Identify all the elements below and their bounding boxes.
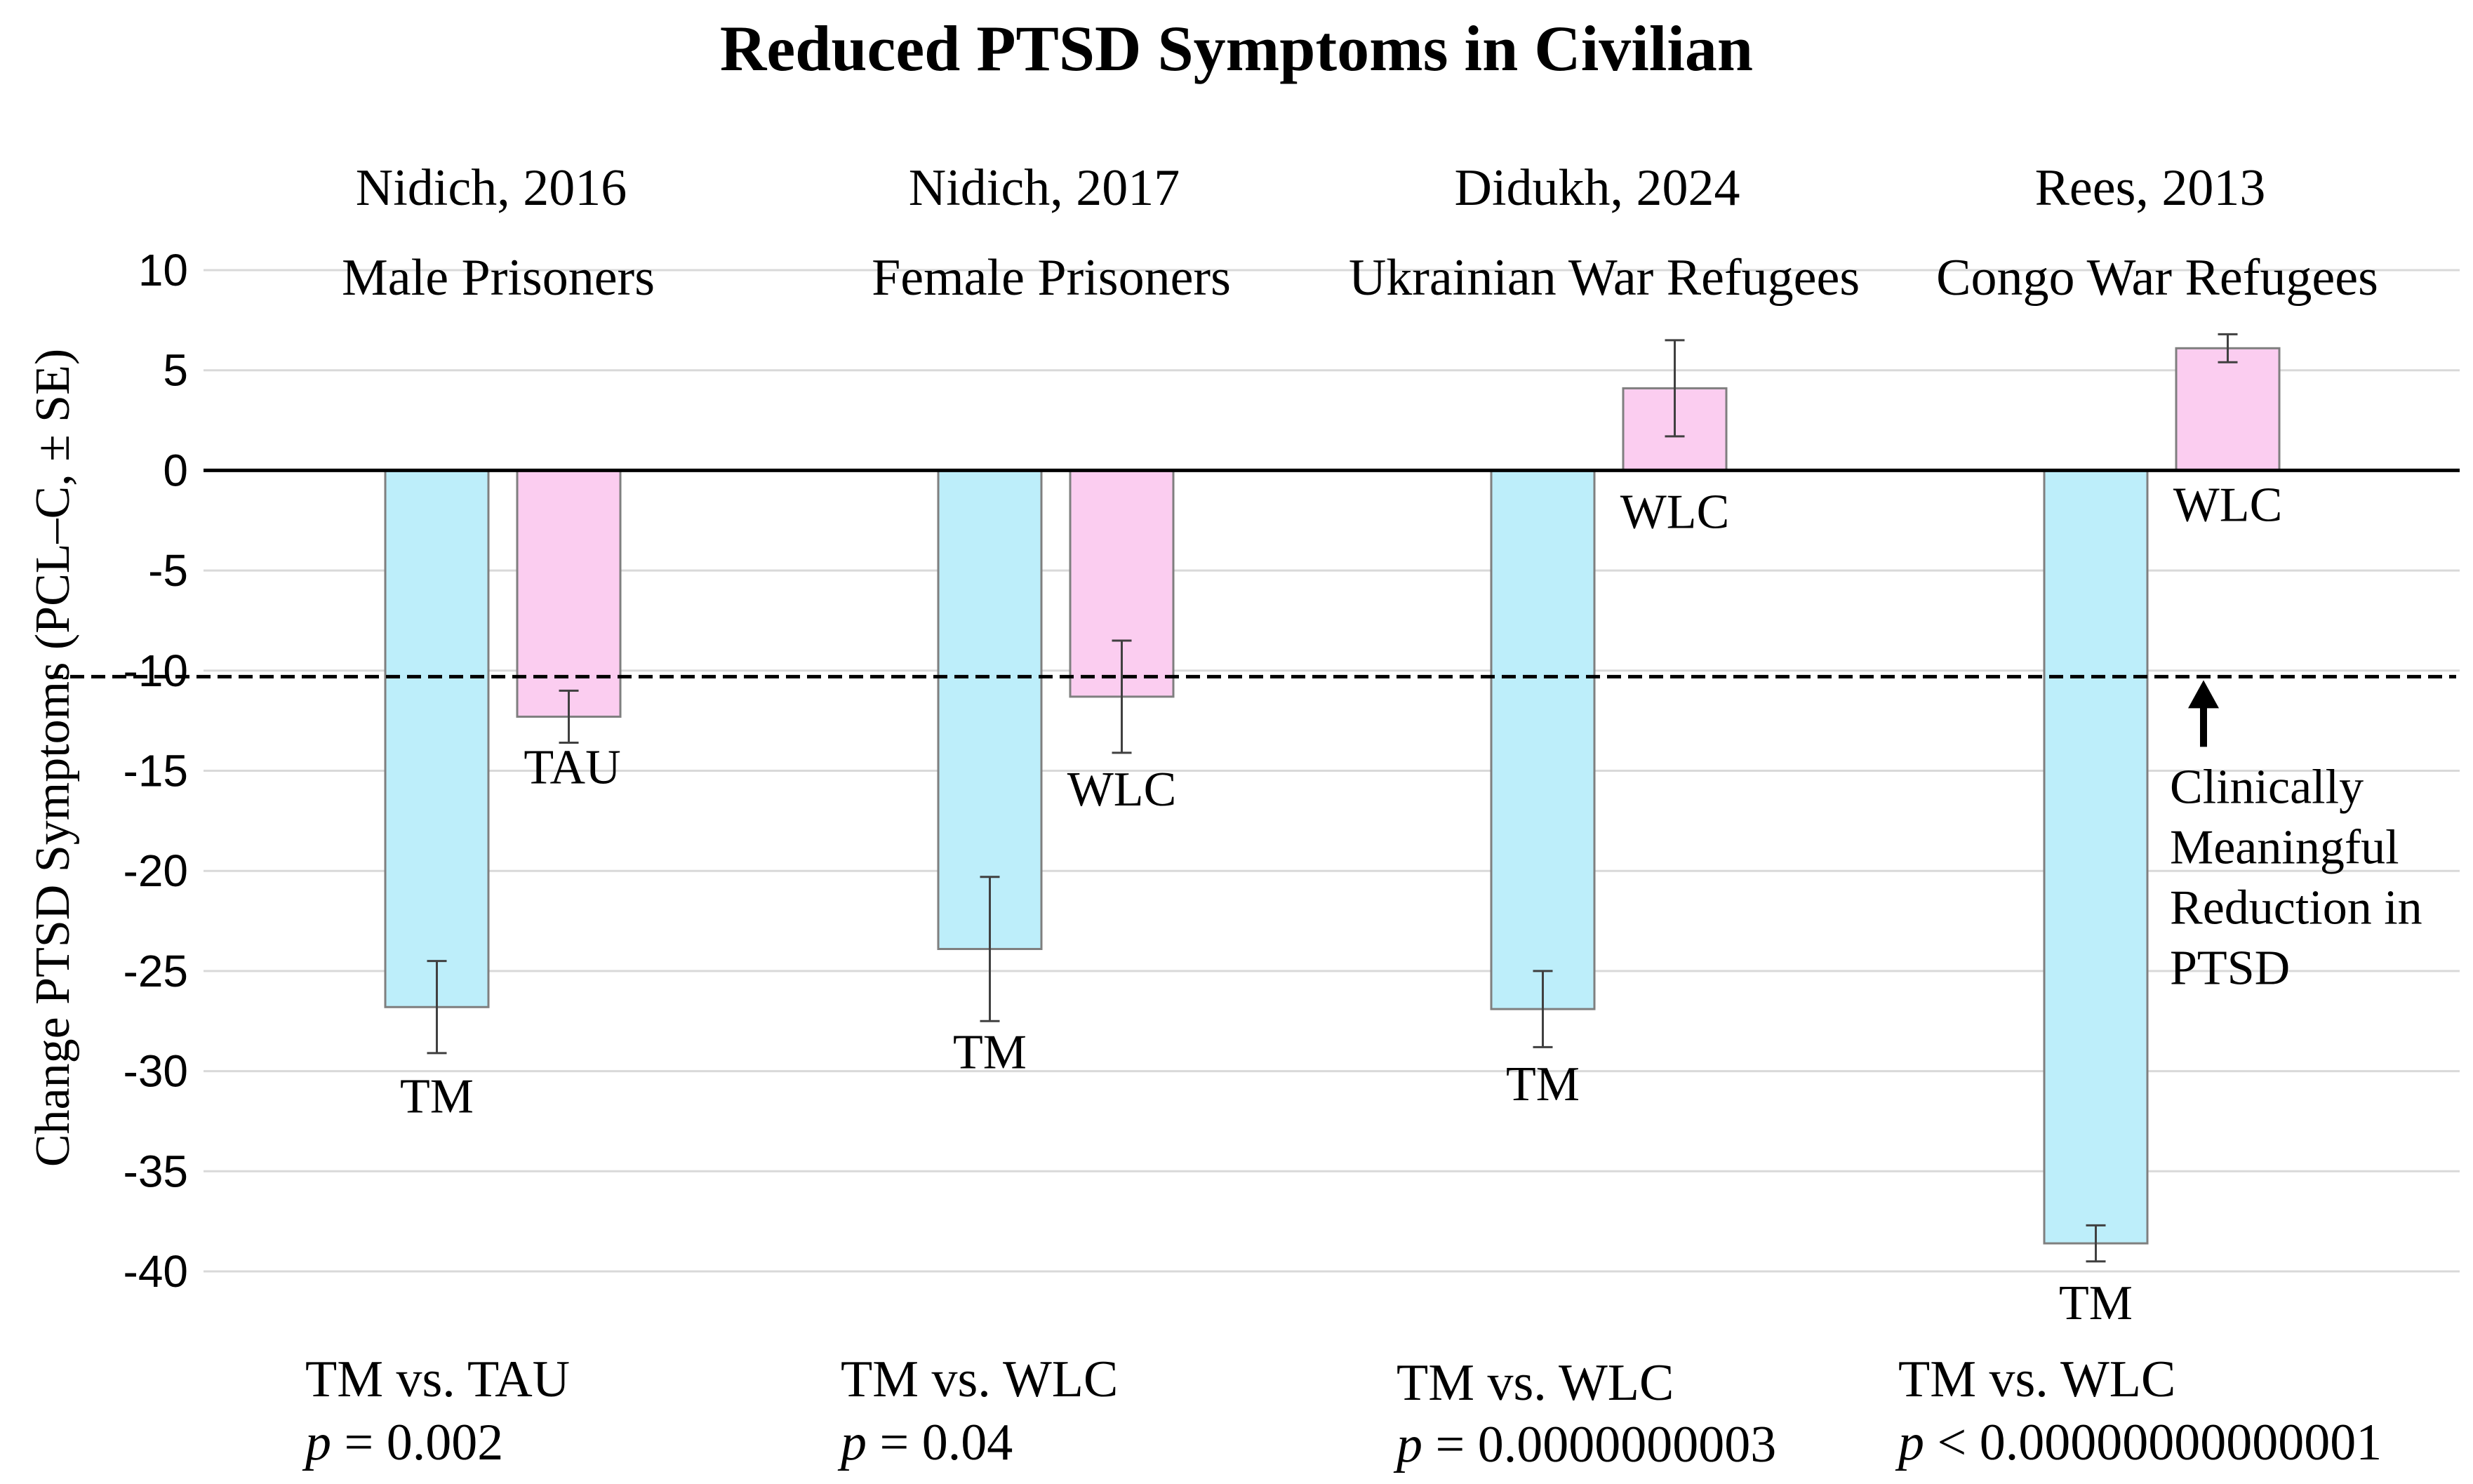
chart-title: Reduced PTSD Symptoms in Civilian (720, 13, 1753, 84)
y-tick-label: 5 (163, 345, 188, 396)
bar-label-control: WLC (2173, 478, 2283, 532)
bar-tm (1490, 469, 1596, 1010)
p-value: p < 0.00000000000001 (1895, 1414, 2382, 1471)
labels: Nidich, 2016 Male Prisoners TM TAU TM vs. TA… (302, 159, 2422, 1473)
y-tick-labels: 10 5 0 -5 -10 -15 -20 -25 -30 -35 -40 (124, 245, 189, 1297)
y-tick-label: 0 (163, 445, 188, 495)
y-tick-label: -30 (124, 1046, 189, 1097)
y-tick-label: -5 (148, 545, 188, 596)
comparison-label: TM vs. WLC (841, 1351, 1118, 1408)
y-tick-label: -25 (124, 946, 189, 996)
bar-control (2175, 347, 2281, 472)
bar-label-control: WLC (1620, 485, 1730, 539)
bars (384, 333, 2281, 1263)
study-citation: Rees, 2013 (2035, 159, 2266, 217)
bar-label-tm: TM (400, 1069, 474, 1123)
y-tick-label: -10 (124, 646, 189, 696)
comparison-label: TM vs. WLC (1397, 1354, 1674, 1412)
study-population: Congo War Refugees (1936, 249, 2378, 307)
p-value: p = 0.002 (302, 1414, 503, 1471)
bar-label-control: TAU (524, 740, 620, 794)
y-tick-label: -40 (124, 1246, 189, 1297)
comparison-label: TM vs. WLC (1898, 1351, 2175, 1408)
arrow-head (2188, 680, 2219, 709)
study-population: Ukrainian War Refugees (1349, 249, 1860, 307)
bar-label-tm: TM (1506, 1057, 1580, 1111)
y-axis-label: Change PTSD Symptoms (PCL–C, ± SE) (26, 349, 80, 1167)
bar-label-tm: TM (953, 1026, 1027, 1080)
bar-label-control: WLC (1067, 763, 1177, 817)
y-tick-label: -35 (124, 1146, 189, 1196)
y-tick-label: 10 (138, 245, 188, 295)
bar-tm (2043, 469, 2149, 1245)
p-value: p = 0.0000000003 (1393, 1416, 1776, 1473)
study-citation: Nidich, 2017 (909, 159, 1180, 217)
p-value: p = 0.04 (837, 1414, 1013, 1471)
study-citation: Nidich, 2016 (356, 159, 627, 217)
reference-layer (49, 468, 2460, 747)
reference-annotation-line: Meaningful (2170, 820, 2399, 874)
bar-control (516, 469, 622, 718)
comparison-label: TM vs. TAU (305, 1351, 570, 1408)
reference-annotation-line: Reduction in (2170, 881, 2422, 935)
reference-annotation-line: PTSD (2170, 941, 2290, 995)
bar-tm (384, 469, 490, 1008)
study-population: Female Prisoners (872, 249, 1231, 307)
y-tick-label: -15 (124, 746, 189, 796)
y-tick-label: -20 (124, 845, 189, 896)
reference-annotation-line: Clinically (2170, 760, 2364, 814)
study-citation: Didukh, 2024 (1455, 159, 1740, 217)
bar-label-tm: TM (2059, 1276, 2133, 1330)
study-population: Male Prisoners (342, 249, 655, 307)
